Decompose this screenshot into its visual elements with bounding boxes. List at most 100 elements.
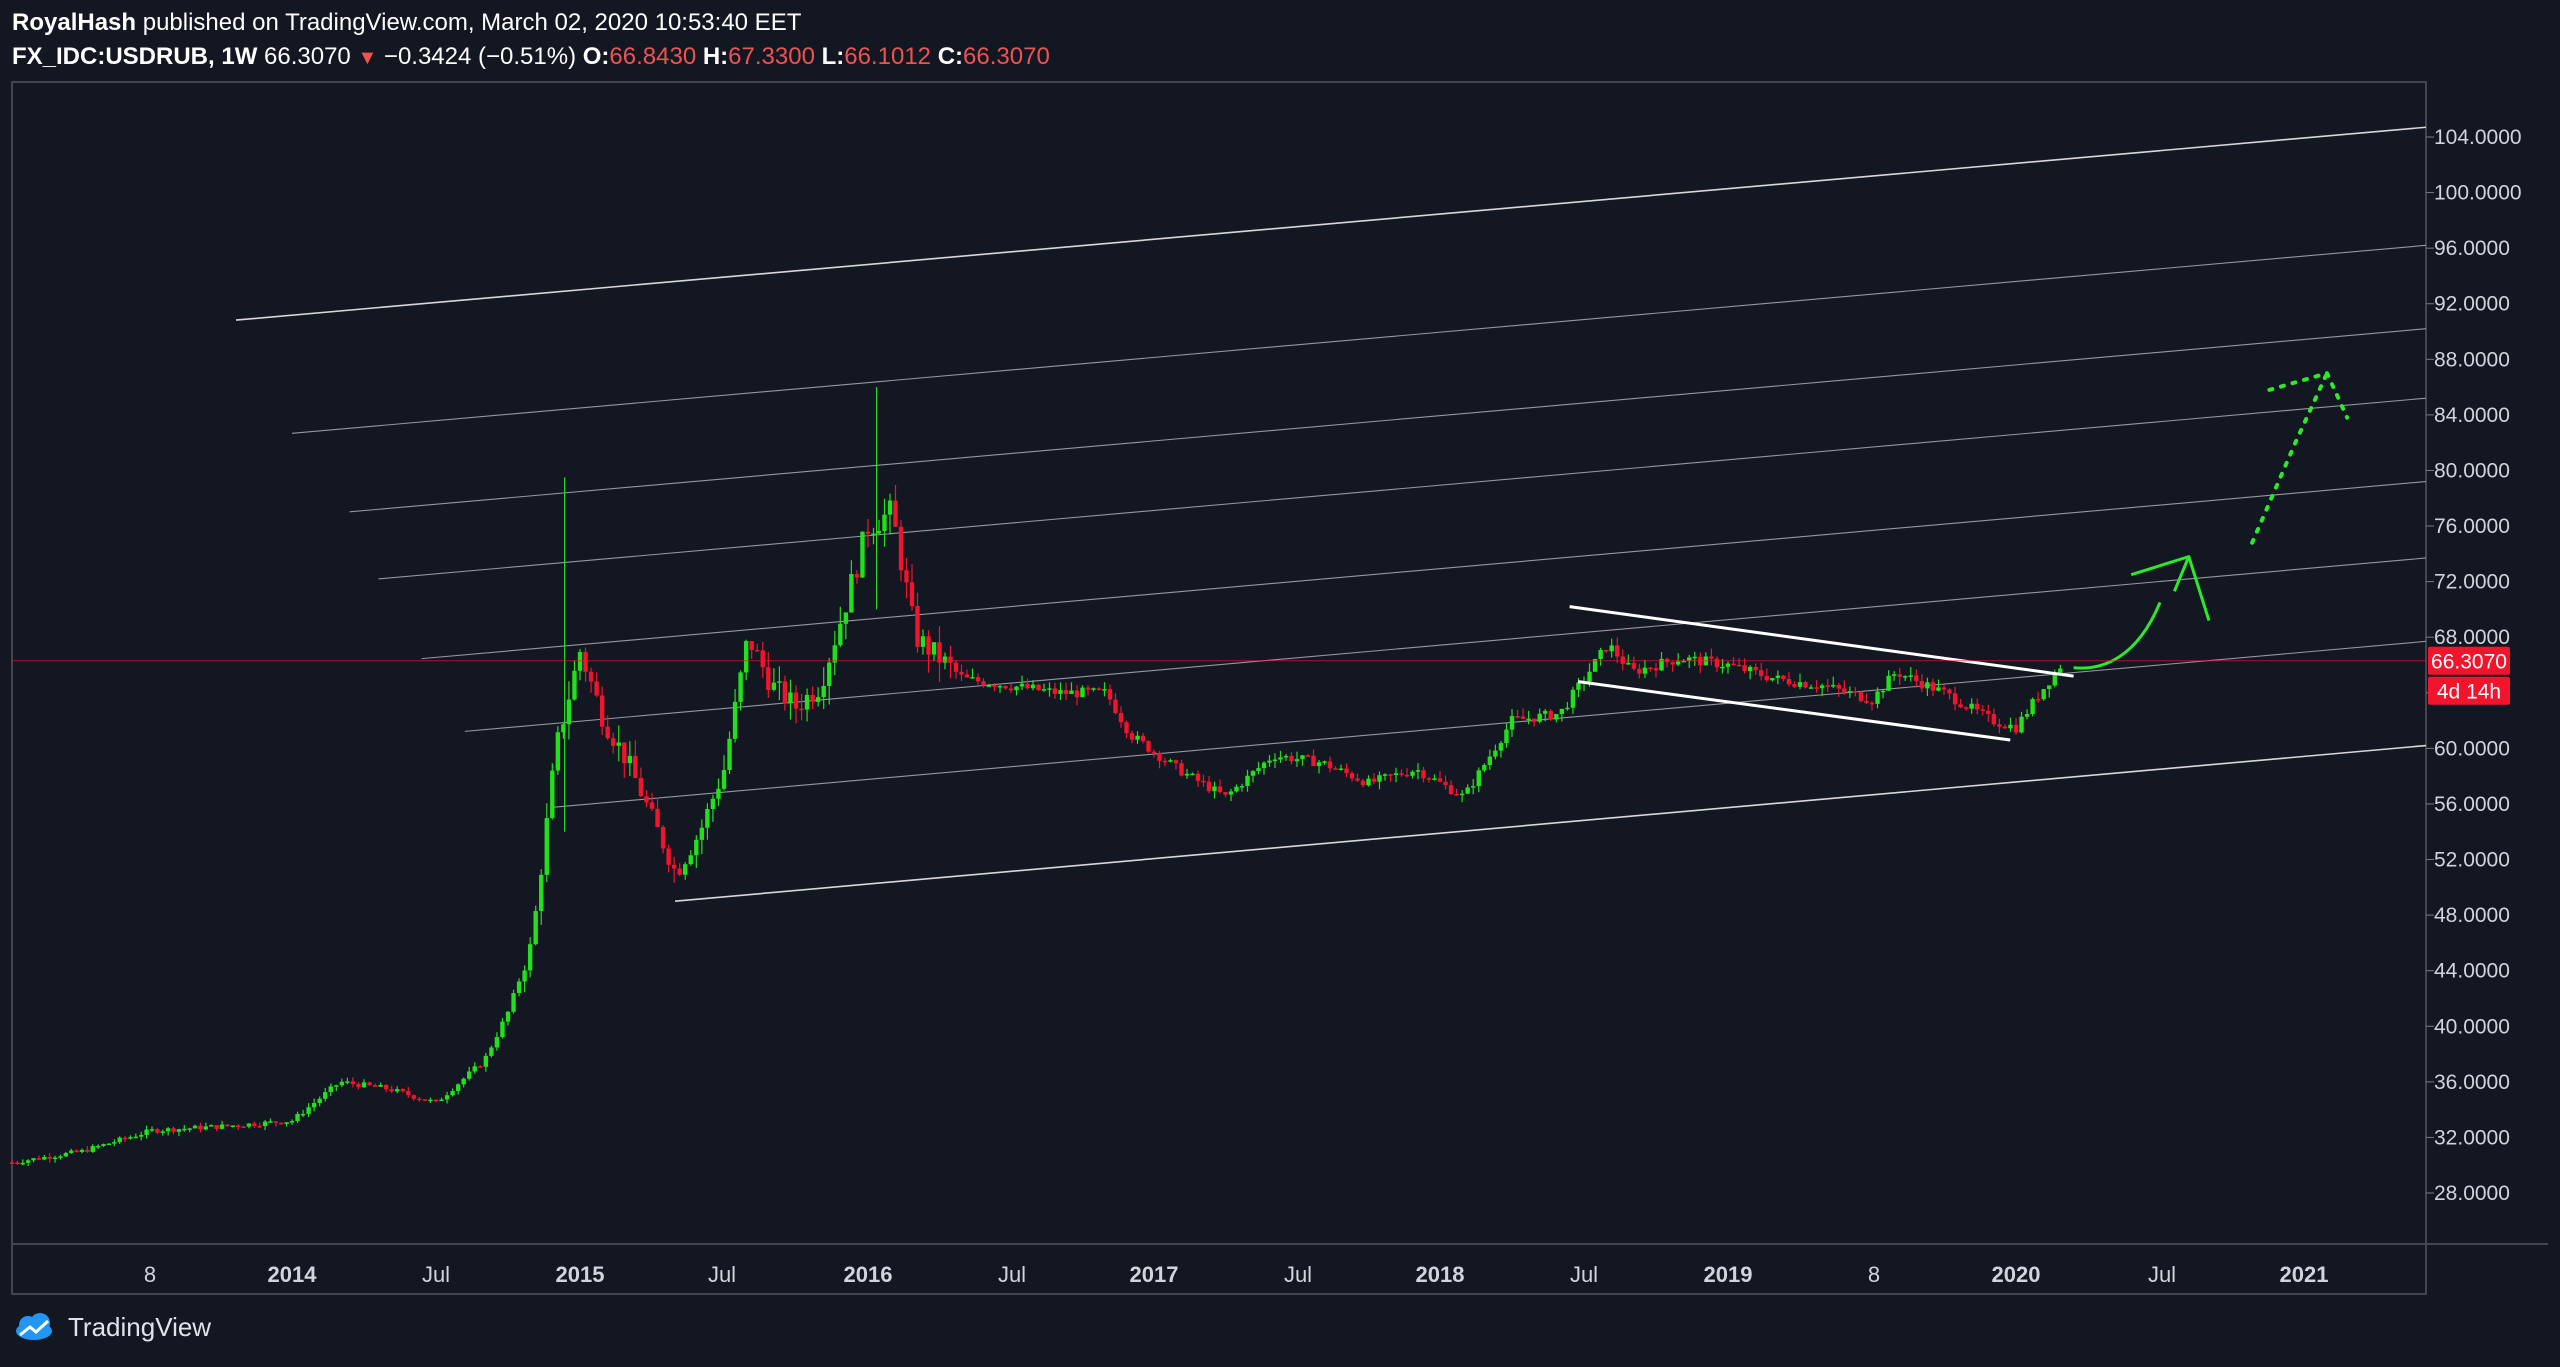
candle-body: [788, 692, 793, 704]
author-name[interactable]: RoyalHash: [12, 9, 137, 36]
down-triangle-icon: ▼: [357, 47, 378, 69]
candle-body: [2030, 699, 2035, 715]
countdown-text: 4d 14h: [2437, 681, 2501, 704]
time-tick-label: Jul: [998, 1262, 1026, 1287]
candle-body: [527, 944, 533, 971]
candle-body: [915, 606, 920, 647]
candle-body: [1443, 781, 1448, 786]
candle-body: [1085, 687, 1091, 690]
candle-body: [1206, 781, 1212, 792]
candle-body: [1371, 778, 1377, 782]
candle-body: [544, 818, 549, 875]
candle-body: [500, 1021, 505, 1038]
candle-body: [187, 1128, 192, 1130]
candle-body: [516, 981, 522, 994]
candle-body: [1471, 786, 1476, 788]
symbol-interval[interactable]: FX_IDC:USDRUB, 1W: [12, 43, 258, 70]
candle-body: [1797, 682, 1803, 687]
candle-body: [1831, 684, 1836, 687]
last-price-text: 66.3070: [2431, 651, 2507, 674]
candle-body: [599, 695, 605, 727]
time-axis[interactable]: 8 2014 Jul 2015 Jul 2016 Jul 2017 Jul 2018 Jul 2019…: [144, 1262, 2329, 1287]
candle-body: [1952, 693, 1958, 705]
candle-body: [1770, 678, 1775, 681]
candle-body: [1509, 716, 1515, 730]
breakout-arrow-curve: [2073, 601, 2162, 670]
candle-body: [716, 788, 721, 799]
candle-body: [1344, 768, 1349, 774]
candle-body: [422, 1099, 428, 1101]
candle-body: [1808, 687, 1814, 689]
price-tick-label: 68.0000: [2434, 626, 2510, 649]
candle-body: [246, 1123, 252, 1127]
candle-body: [1559, 708, 1565, 715]
candle-body: [1267, 760, 1272, 763]
price-tick-label: 76.0000: [2434, 515, 2510, 538]
candle-body: [1382, 774, 1388, 776]
candle-body: [85, 1149, 90, 1152]
candle-body: [755, 650, 760, 652]
pitchfork-line: [235, 126, 2427, 321]
candle-body: [1576, 682, 1581, 690]
candle-body: [810, 694, 815, 702]
candle-body: [1736, 664, 1742, 667]
price-axis[interactable]: 28.0000 32.0000 36.0000 40.0000 44.0000 48.00…: [2426, 126, 2522, 1205]
chart-frame: [11, 81, 2427, 1295]
candle-body: [1609, 645, 1614, 652]
low-value: 66.1012: [844, 43, 932, 70]
candle-body: [1047, 688, 1052, 690]
candle-body: [1991, 713, 1997, 725]
candle-body: [1714, 658, 1720, 668]
time-tick-label: 2020: [1992, 1262, 2041, 1287]
candle-body: [1019, 683, 1025, 687]
candle-body: [1107, 689, 1113, 700]
candle-body: [1129, 733, 1135, 740]
candle-body: [1997, 724, 2002, 727]
candle-body: [594, 681, 599, 696]
candle-body: [279, 1122, 284, 1125]
candle-body: [1759, 670, 1764, 677]
candle-body: [1548, 710, 1553, 720]
candle-body: [2058, 668, 2063, 673]
price-tick-label: 36.0000: [2434, 1071, 2510, 1094]
candle-body: [1814, 687, 1819, 689]
time-tick-label: 2018: [1416, 1262, 1465, 1287]
candle-body: [494, 1037, 500, 1048]
candle-body: [165, 1128, 171, 1132]
candle-body: [122, 1137, 128, 1140]
candle-body: [2047, 685, 2052, 690]
footer-brand[interactable]: TradingView: [12, 1312, 211, 1343]
candle-body: [1908, 675, 1913, 677]
candle-body: [865, 531, 871, 534]
candle-body: [241, 1126, 246, 1129]
candle-body: [1454, 794, 1459, 796]
candle-body: [782, 681, 788, 704]
candle-body: [79, 1149, 85, 1152]
candle-body: [1615, 645, 1620, 657]
price-chart[interactable]: 28.0000 32.0000 36.0000 40.0000 44.0000 48.00…: [0, 0, 2560, 1310]
pitchfork-line: [378, 397, 2427, 580]
countdown-badge: [2428, 676, 2510, 705]
open-label: O:: [582, 43, 610, 70]
time-tick-label: Jul: [2148, 1262, 2176, 1287]
candle-body: [843, 612, 849, 624]
candle-body: [821, 685, 826, 698]
candle-body: [1941, 687, 1947, 690]
candle-body: [1720, 666, 1725, 669]
candle-body: [1681, 660, 1686, 663]
price-tick-label: 40.0000: [2434, 1015, 2510, 1038]
candle-body: [1311, 755, 1316, 766]
candle-body: [1223, 792, 1228, 795]
price-tick-label: 92.0000: [2434, 293, 2510, 316]
last-price-badge: [2428, 646, 2510, 675]
candle-body: [793, 692, 799, 709]
candle-body: [771, 682, 777, 690]
candle-body: [1173, 760, 1179, 764]
candle-body: [627, 755, 633, 764]
price-tick-label: 28.0000: [2434, 1182, 2510, 1205]
candle-body: [849, 574, 854, 613]
candle-body: [1476, 770, 1481, 787]
time-tick-label: 2014: [268, 1262, 318, 1287]
candle-body: [1493, 750, 1498, 757]
pitchfork-line: [674, 744, 2427, 903]
